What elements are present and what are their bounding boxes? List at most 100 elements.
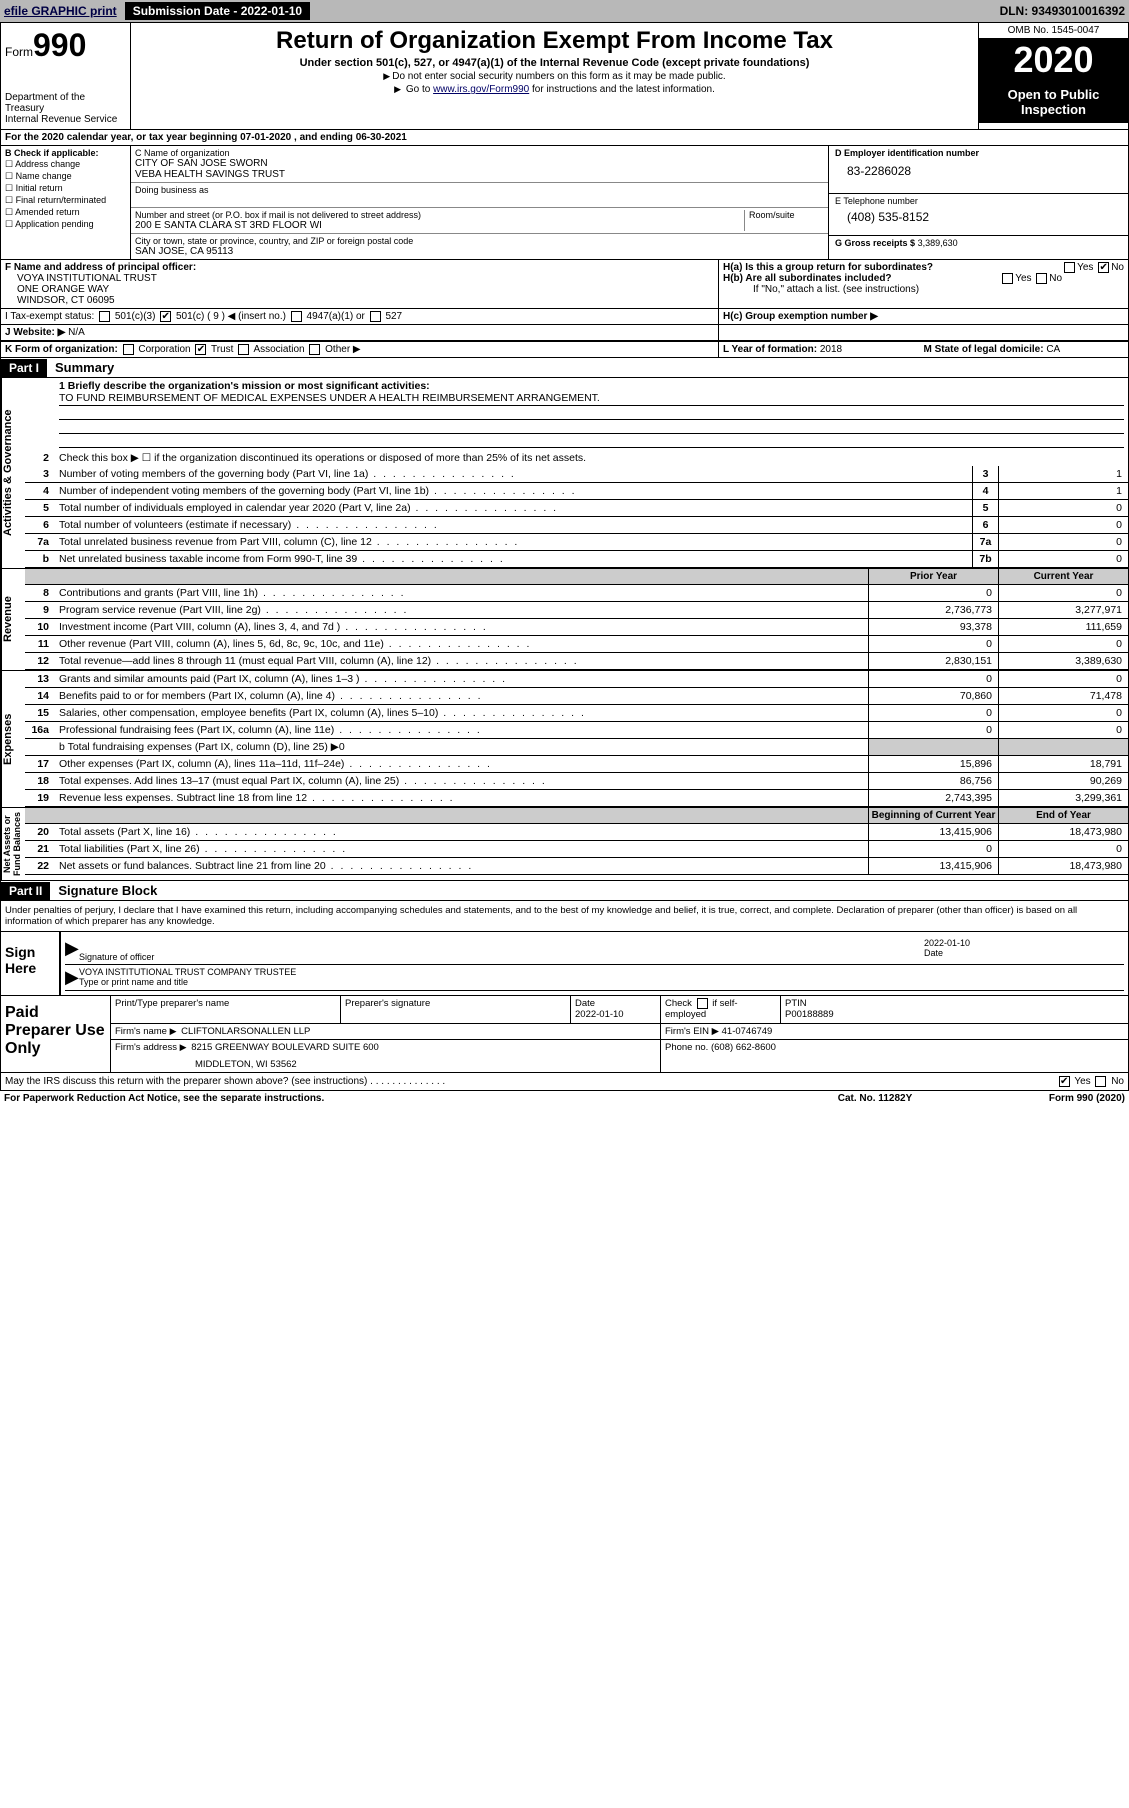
pra-notice: For Paperwork Reduction Act Notice, see … [4, 1093, 775, 1104]
hb-note: If "No," attach a list. (see instruction… [723, 284, 1124, 295]
cb-corp[interactable] [123, 344, 134, 355]
gross-receipts-label: G Gross receipts $ [835, 238, 915, 248]
efile-link[interactable]: efile GRAPHIC print [4, 4, 117, 18]
officer-group-row: F Name and address of principal officer:… [0, 260, 1129, 309]
cb-501c3[interactable] [99, 311, 110, 322]
cb-4947[interactable] [291, 311, 302, 322]
ha-yes[interactable] [1064, 262, 1075, 273]
header-left: Form990 Department of the Treasury Inter… [1, 23, 131, 129]
summary-line: 6Total number of volunteers (estimate if… [25, 517, 1128, 534]
footer: For Paperwork Reduction Act Notice, see … [0, 1091, 1129, 1106]
officer-label: F Name and address of principal officer: [5, 262, 196, 273]
cb-trust[interactable] [195, 344, 206, 355]
summary-line: 3Number of voting members of the governi… [25, 466, 1128, 483]
tax-status-row: I Tax-exempt status: 501(c)(3) 501(c) ( … [0, 309, 1129, 325]
summary-line: 5Total number of individuals employed in… [25, 500, 1128, 517]
tax-year: 2020 [979, 39, 1128, 81]
form-prefix: Form [5, 45, 33, 59]
state-domicile-label: M State of legal domicile: [924, 344, 1044, 355]
perjury-text: Under penalties of perjury, I declare th… [0, 901, 1129, 932]
discuss-yes[interactable] [1059, 1076, 1070, 1087]
firm-name: CLIFTONLARSONALLEN LLP [181, 1026, 310, 1037]
firm-phone-label: Phone no. [665, 1042, 708, 1053]
ssn-note: Do not enter social security numbers on … [135, 71, 974, 82]
irs-link[interactable]: www.irs.gov/Form990 [433, 84, 529, 95]
sign-date: 2022-01-10 [924, 938, 970, 948]
prep-date-hdr: Date [575, 998, 595, 1009]
part2-header: Part II Signature Block [0, 881, 1129, 901]
summary-line: 9Program service revenue (Part VIII, lin… [25, 602, 1128, 619]
hb-yes[interactable] [1002, 273, 1013, 284]
mission-label: 1 Briefly describe the organization's mi… [59, 380, 430, 392]
dept-treasury: Department of the Treasury Internal Reve… [5, 92, 126, 125]
cb-assoc[interactable] [238, 344, 249, 355]
cb-name-change[interactable]: ☐ Name change [5, 171, 126, 182]
block-i-label: I Tax-exempt status: [5, 311, 94, 322]
cb-address-change[interactable]: ☐ Address change [5, 159, 126, 170]
summary-line: 15Salaries, other compensation, employee… [25, 705, 1128, 722]
hc-label: H(c) Group exemption number ▶ [723, 311, 878, 322]
block-b: B Check if applicable: ☐ Address change … [1, 146, 131, 259]
discuss-no[interactable] [1095, 1076, 1106, 1087]
submission-date: Submission Date - 2022-01-10 [125, 2, 310, 20]
hb-no[interactable] [1036, 273, 1047, 284]
vtab-revenue: Revenue [1, 569, 25, 670]
expenses-section: Expenses 13Grants and similar amounts pa… [0, 671, 1129, 808]
form-org-row: K Form of organization: Corporation Trus… [0, 342, 1129, 358]
ptin-label: PTIN [785, 998, 807, 1009]
phone-label: E Telephone number [835, 196, 1122, 206]
officer-name: VOYA INSTITUTIONAL TRUST COMPANY TRUSTEE [79, 967, 296, 977]
prep-name-hdr: Print/Type preparer's name [115, 998, 229, 1009]
summary-line: 11Other revenue (Part VIII, column (A), … [25, 636, 1128, 653]
sig-arrow-icon: ▶ [65, 938, 79, 962]
paid-preparer-label: Paid Preparer Use Only [1, 996, 111, 1072]
bal-header-row: Beginning of Current YearEnd of Year [25, 808, 1128, 824]
addr-label: Number and street (or P.O. box if mail i… [135, 210, 744, 220]
summary-line: 4Number of independent voting members of… [25, 483, 1128, 500]
firm-ein: 41-0746749 [722, 1026, 773, 1037]
sig-label: Signature of officer [79, 952, 154, 962]
part2-badge: Part II [1, 882, 50, 900]
cb-501c[interactable] [160, 311, 171, 322]
city-state-zip: SAN JOSE, CA 95113 [135, 246, 824, 257]
form-footer: Form 990 (2020) [975, 1093, 1125, 1104]
part2-title: Signature Block [50, 881, 165, 900]
cat-no: Cat. No. 11282Y [775, 1093, 975, 1104]
cb-other[interactable] [309, 344, 320, 355]
form-title: Return of Organization Exempt From Incom… [135, 27, 974, 55]
ein-value: 83-2286028 [835, 158, 1122, 178]
ha-label: H(a) Is this a group return for subordin… [723, 262, 933, 273]
cb-self-employed[interactable] [697, 998, 708, 1009]
block-k-label: K Form of organization: [5, 344, 118, 355]
name-arrow-icon: ▶ [65, 967, 79, 988]
governance-section: Activities & Governance 1 Briefly descri… [0, 378, 1129, 569]
firm-addr2: MIDDLETON, WI 53562 [115, 1053, 656, 1070]
hb-label: H(b) Are all subordinates included? [723, 273, 892, 284]
phone-value: (408) 535-8152 [835, 206, 1122, 224]
summary-line: 18Total expenses. Add lines 13–17 (must … [25, 773, 1128, 790]
cb-initial-return[interactable]: ☐ Initial return [5, 183, 126, 194]
summary-line: bNet unrelated business taxable income f… [25, 551, 1128, 568]
section-a: For the 2020 calendar year, or tax year … [0, 130, 1129, 146]
summary-line: 13Grants and similar amounts paid (Part … [25, 671, 1128, 688]
ha-no[interactable] [1098, 262, 1109, 273]
firm-phone: (608) 662-8600 [711, 1042, 776, 1053]
eoy-hdr: End of Year [998, 808, 1128, 823]
cb-final-return[interactable]: ☐ Final return/terminated [5, 195, 126, 206]
firm-name-label: Firm's name [115, 1026, 167, 1037]
current-year-hdr: Current Year [998, 569, 1128, 584]
cb-amended-return[interactable]: ☐ Amended return [5, 207, 126, 218]
preparer-block: Paid Preparer Use Only Print/Type prepar… [0, 996, 1129, 1073]
firm-addr1: 8215 GREENWAY BOULEVARD SUITE 600 [191, 1042, 379, 1053]
cb-app-pending[interactable]: ☐ Application pending [5, 219, 126, 230]
org-name-label: C Name of organization [135, 148, 824, 158]
cb-527[interactable] [370, 311, 381, 322]
summary-line: 7aTotal unrelated business revenue from … [25, 534, 1128, 551]
room-label: Room/suite [744, 210, 824, 231]
website-value: N/A [68, 327, 85, 338]
col-header-row: Prior YearCurrent Year [25, 569, 1128, 585]
prep-date: 2022-01-10 [575, 1009, 624, 1020]
summary-line: 17Other expenses (Part IX, column (A), l… [25, 756, 1128, 773]
part1-badge: Part I [1, 359, 47, 377]
part1-header: Part I Summary [0, 358, 1129, 378]
